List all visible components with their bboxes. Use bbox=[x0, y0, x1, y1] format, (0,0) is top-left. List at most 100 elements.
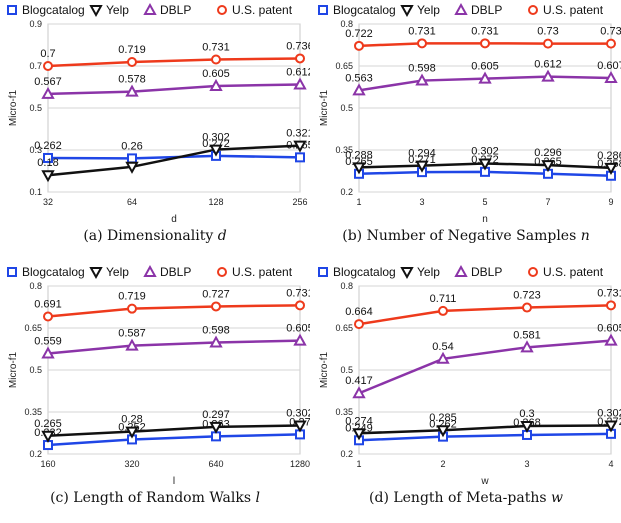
xtick-label-c-3: 1280 bbox=[290, 459, 310, 469]
caption-c-text: (c) Length of Random Walks bbox=[50, 490, 251, 506]
data-label-c-dblp-1: 0.587 bbox=[118, 328, 146, 340]
legend-label-u-s-patent: U.S. patent bbox=[543, 265, 604, 279]
ytick-label-d-3: 0.65 bbox=[335, 323, 353, 333]
legend-marker-u-s-patent bbox=[528, 5, 538, 15]
data-label-d-dblp-3: 0.605 bbox=[597, 323, 621, 335]
xtick-label-a-2: 128 bbox=[208, 197, 223, 207]
series-line-d-u-s-patent bbox=[358, 304, 612, 326]
point-b-u-s-patent-4 bbox=[606, 38, 616, 49]
point-c-dblp-3 bbox=[293, 333, 307, 346]
legend-label-blogcatalog: Blogcatalog bbox=[22, 3, 85, 17]
legend-marker-yelp bbox=[89, 5, 103, 18]
xtick-label-d-1: 2 bbox=[440, 459, 445, 469]
legend-label-yelp: Yelp bbox=[417, 3, 440, 17]
xtick-label-c-1: 320 bbox=[124, 459, 139, 469]
data-label-d-yelp-3: 0.302 bbox=[597, 407, 621, 419]
data-label-a-u-s-patent-0: 0.7 bbox=[40, 48, 55, 60]
ytick-label-d-4: 0.8 bbox=[340, 281, 353, 291]
ytick-label-a-4: 0.9 bbox=[29, 19, 42, 29]
data-label-a-dblp-0: 0.567 bbox=[34, 76, 62, 88]
point-a-dblp-0 bbox=[41, 86, 55, 99]
legend-label-blogcatalog: Blogcatalog bbox=[333, 265, 396, 279]
point-d-yelp-1 bbox=[436, 425, 450, 438]
point-d-u-s-patent-3 bbox=[606, 300, 616, 311]
legend-marker-dblp bbox=[143, 2, 157, 15]
series-line-c-yelp bbox=[47, 424, 301, 438]
point-a-blogcatalog-0 bbox=[43, 152, 53, 163]
point-b-u-s-patent-2 bbox=[480, 38, 490, 49]
ytick-label-a-0: 0.1 bbox=[29, 187, 42, 197]
data-label-d-dblp-0: 0.417 bbox=[345, 375, 373, 387]
series-line-d-blogcatalog bbox=[358, 432, 612, 442]
chart-panel-b: Blogcatalog Yelp DBLP U.S. patent 0.2 0.35 0.5… bbox=[311, 0, 621, 261]
legend-marker-blogcatalog bbox=[7, 267, 17, 277]
legend-label-dblp: DBLP bbox=[471, 265, 502, 279]
point-a-u-s-patent-1 bbox=[127, 57, 137, 68]
legend-marker-dblp bbox=[143, 264, 157, 277]
legend-label-u-s-patent: U.S. patent bbox=[232, 3, 293, 17]
ytick-label-c-0: 0.2 bbox=[29, 449, 42, 459]
data-label-b-dblp-2: 0.605 bbox=[471, 61, 499, 73]
point-b-yelp-2 bbox=[478, 158, 492, 171]
point-b-yelp-3 bbox=[541, 160, 555, 173]
data-label-d-dblp-2: 0.581 bbox=[513, 329, 541, 341]
point-d-yelp-3 bbox=[604, 420, 618, 433]
point-d-yelp-0 bbox=[352, 428, 366, 441]
xtick-label-b-4: 9 bbox=[608, 197, 613, 207]
legend-label-dblp: DBLP bbox=[471, 3, 502, 17]
point-a-dblp-2 bbox=[209, 78, 223, 91]
data-label-a-u-s-patent-1: 0.719 bbox=[118, 44, 146, 56]
ytick-label-b-2: 0.5 bbox=[340, 103, 353, 113]
point-b-yelp-4 bbox=[604, 162, 618, 175]
data-label-c-u-s-patent-1: 0.719 bbox=[118, 291, 146, 303]
chart-panel-c: Blogcatalog Yelp DBLP U.S. patent 0.2 0.35 0.5… bbox=[0, 262, 310, 523]
data-label-c-dblp-0: 0.559 bbox=[34, 335, 62, 347]
series-line-c-u-s-patent bbox=[47, 304, 301, 318]
data-label-a-blogcatalog-1: 0.26 bbox=[121, 140, 142, 152]
data-label-d-u-s-patent-3: 0.731 bbox=[597, 287, 621, 299]
data-label-a-yelp-0: 0.18 bbox=[37, 157, 58, 169]
series-line-c-blogcatalog bbox=[47, 433, 301, 447]
caption-a-var: d bbox=[217, 228, 227, 244]
point-c-yelp-0 bbox=[41, 430, 55, 443]
point-a-blogcatalog-3 bbox=[295, 152, 305, 163]
chart-panel-a: Blogcatalog Yelp DBLP U.S. patent 0.1 0.3 0.5 0… bbox=[0, 0, 310, 261]
data-label-d-blogcatalog-1: 0.262 bbox=[429, 419, 457, 431]
data-label-b-dblp-4: 0.607 bbox=[597, 60, 621, 72]
point-b-dblp-3 bbox=[541, 69, 555, 82]
ytick-label-c-2: 0.5 bbox=[29, 365, 42, 375]
ytick-label-c-4: 0.8 bbox=[29, 281, 42, 291]
point-a-dblp-3 bbox=[293, 77, 307, 90]
caption-c: (c) Length of Random Walks l bbox=[0, 490, 310, 506]
point-d-dblp-1 bbox=[436, 351, 450, 364]
point-d-dblp-2 bbox=[520, 340, 534, 353]
data-label-c-yelp-0: 0.265 bbox=[34, 418, 62, 430]
ytick-label-b-4: 0.8 bbox=[340, 19, 353, 29]
xtick-label-a-0: 32 bbox=[43, 197, 53, 207]
series-line-a-dblp bbox=[47, 83, 301, 96]
ytick-label-c-1: 0.35 bbox=[24, 407, 42, 417]
data-label-a-u-s-patent-3: 0.736 bbox=[286, 40, 310, 52]
chart-c-svg: Blogcatalog Yelp DBLP U.S. patent 0.2 0.35 0.5… bbox=[7, 264, 310, 487]
ytick-label-a-2: 0.5 bbox=[29, 103, 42, 113]
legend-marker-dblp bbox=[454, 264, 468, 277]
data-label-c-dblp-3: 0.605 bbox=[286, 323, 310, 335]
data-label-b-u-s-patent-1: 0.731 bbox=[408, 25, 436, 37]
point-b-u-s-patent-1 bbox=[417, 38, 427, 49]
x-axis-label-d: w bbox=[480, 476, 489, 487]
point-b-yelp-1 bbox=[415, 160, 429, 173]
point-c-yelp-1 bbox=[125, 426, 139, 439]
ytick-label-d-1: 0.35 bbox=[335, 407, 353, 417]
ytick-label-b-1: 0.35 bbox=[335, 145, 353, 155]
ytick-label-b-3: 0.65 bbox=[335, 61, 353, 71]
point-c-dblp-0 bbox=[41, 346, 55, 359]
caption-c-var: l bbox=[255, 490, 260, 506]
point-a-yelp-1 bbox=[125, 161, 139, 174]
point-b-u-s-patent-3 bbox=[543, 38, 553, 49]
series-line-d-dblp bbox=[358, 339, 612, 395]
point-c-dblp-1 bbox=[125, 338, 139, 351]
caption-a-text: (a) Dimensionality bbox=[83, 228, 214, 244]
xtick-label-b-3: 7 bbox=[545, 197, 550, 207]
data-label-d-yelp-0: 0.274 bbox=[345, 415, 373, 427]
legend-label-dblp: DBLP bbox=[160, 265, 191, 279]
